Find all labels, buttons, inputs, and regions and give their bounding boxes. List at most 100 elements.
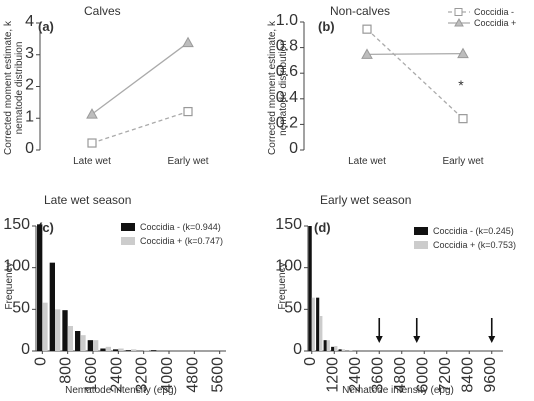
outlier-arrow-head <box>375 336 383 343</box>
panel-d-title: Early wet season <box>320 193 411 207</box>
panel-a-label: (a) <box>38 19 54 34</box>
bar-coccidia-pos <box>326 340 330 351</box>
bar-coccidia-pos <box>311 297 315 351</box>
legend-swatch <box>121 237 135 245</box>
x-tick-label: 9600 <box>482 357 499 393</box>
x-tick-label: 2400 <box>108 357 125 393</box>
y-tick-label: 0.2 <box>276 114 298 131</box>
bar-coccidia-pos <box>319 316 323 351</box>
y-tick-label: 0 <box>289 140 298 157</box>
bar-coccidia-pos <box>341 349 345 351</box>
panel-a-marks <box>86 36 194 148</box>
bar-coccidia-pos <box>334 346 338 351</box>
panel-c-xlabel: Nematode intensity (epg) <box>65 385 177 396</box>
x-category-label: Late wet <box>348 156 386 167</box>
outlier-arrow-head <box>488 336 496 343</box>
data-point-coccidia-neg <box>87 138 97 148</box>
x-tick-label: 4800 <box>184 357 201 393</box>
outlier-arrow-head <box>413 336 421 343</box>
panel-d-marks <box>308 226 496 351</box>
y-tick-label: 150 <box>3 216 30 233</box>
y-tick-label: 1.0 <box>276 12 298 29</box>
bar-coccidia-neg <box>316 297 320 351</box>
y-tick-label: 1 <box>25 108 34 125</box>
x-tick-label: 4000 <box>159 357 176 393</box>
bar-coccidia-pos <box>55 309 61 351</box>
panel-d: Early wet season (d) Frequency Nematode … <box>275 193 516 396</box>
bar-coccidia-neg <box>151 350 157 351</box>
y-tick-label: 0.6 <box>276 63 298 80</box>
legend-label: Coccidia - <box>474 7 514 17</box>
legend-label: Coccidia - (k=0.944) <box>140 222 221 232</box>
legend-label: Coccidia - (k=0.245) <box>433 226 514 236</box>
bar-coccidia-pos <box>143 350 149 351</box>
panel-d-label: (d) <box>314 220 331 235</box>
bar-coccidia-pos <box>80 335 86 351</box>
x-tick-label: 0 <box>32 357 49 366</box>
x-tick-label: 1200 <box>324 357 341 393</box>
bar-coccidia-pos <box>349 350 353 351</box>
significance-annotation: * <box>458 77 464 93</box>
panel-b-title: Non-calves <box>330 4 390 18</box>
x-tick-label: 3200 <box>134 357 151 393</box>
panel-b-axes: 0 0.2 0.4 0.6 0.8 1.0 Late wet Early wet <box>276 12 484 167</box>
bar-coccidia-pos <box>118 348 124 351</box>
panel-b-ylabel-line2: nematode distribution <box>278 40 289 136</box>
y-tick-label: 0 <box>21 341 30 358</box>
bar-coccidia-neg <box>75 331 81 351</box>
panel-c-axes: 0 50 100 150 0 800 1600 2400 3200 4000 4800 5600 <box>3 216 226 393</box>
y-tick-label: 0 <box>293 341 302 358</box>
bar-coccidia-neg <box>125 350 131 351</box>
panel-c-ylabel: Frequency <box>4 262 15 309</box>
panel-a-ylabel-line2: nematode distribuion <box>14 42 25 135</box>
bar-coccidia-pos <box>67 326 73 351</box>
series-line-coccidia-neg <box>366 28 464 120</box>
bar-coccidia-pos <box>131 349 137 351</box>
bar-coccidia-pos <box>42 302 48 351</box>
panel-b-legend: Coccidia -Coccidia + <box>448 7 516 28</box>
x-tick-label: 800 <box>58 357 75 384</box>
bar-coccidia-pos <box>93 340 99 351</box>
x-tick-label: 5600 <box>210 357 227 393</box>
y-tick-label: 50 <box>12 299 30 316</box>
bar-coccidia-pos <box>105 346 111 351</box>
x-category-label: Early wet <box>442 156 483 167</box>
panel-a: Calves (a) Corrected moment estimate, k … <box>3 4 209 167</box>
y-tick-label: 0.4 <box>276 89 298 106</box>
data-point-coccidia-neg <box>362 24 372 34</box>
legend-marker <box>454 17 464 27</box>
legend-swatch <box>121 223 135 231</box>
x-tick-label: 0 <box>302 357 319 366</box>
bar-coccidia-neg <box>308 226 312 351</box>
data-point-coccidia-pos <box>361 48 373 59</box>
bar-coccidia-neg <box>49 262 55 351</box>
legend-label: Coccidia + <box>474 18 516 28</box>
x-tick-label: 3600 <box>369 357 386 393</box>
x-tick-label: 8400 <box>459 357 476 393</box>
legend-swatch <box>414 241 428 249</box>
data-point-coccidia-pos <box>182 36 194 48</box>
panel-d-axes: 0 50 100 150 0 1200 2400 3600 4800 6000 7200 8400 96… <box>275 216 503 393</box>
data-point-coccidia-neg <box>183 106 193 117</box>
y-tick-label: 3 <box>25 45 34 62</box>
legend-marker <box>454 8 463 16</box>
bar-coccidia-neg <box>100 348 106 351</box>
y-tick-label: 0 <box>25 140 34 157</box>
data-point-coccidia-neg <box>458 114 468 124</box>
y-tick-label: 0.8 <box>276 38 298 55</box>
legend-label: Coccidia + (k=0.753) <box>433 240 516 250</box>
x-category-label: Early wet <box>167 156 208 167</box>
x-tick-label: 6000 <box>414 357 431 393</box>
data-point-coccidia-pos <box>86 108 98 119</box>
y-tick-label: 150 <box>275 216 302 233</box>
bar-coccidia-neg <box>323 340 327 351</box>
bar-coccidia-neg <box>87 340 93 351</box>
panel-d-ylabel: Frequency <box>277 262 288 309</box>
panel-a-ylabel-line1: Corrected moment estimate, k <box>3 20 14 155</box>
bar-coccidia-neg <box>37 224 43 351</box>
panel-b-marks: * <box>361 24 469 124</box>
bar-coccidia-neg <box>113 349 119 351</box>
panel-a-axes: 0 1 2 3 4 Late wet Early wet <box>25 13 209 167</box>
panel-c-title: Late wet season <box>44 193 131 207</box>
